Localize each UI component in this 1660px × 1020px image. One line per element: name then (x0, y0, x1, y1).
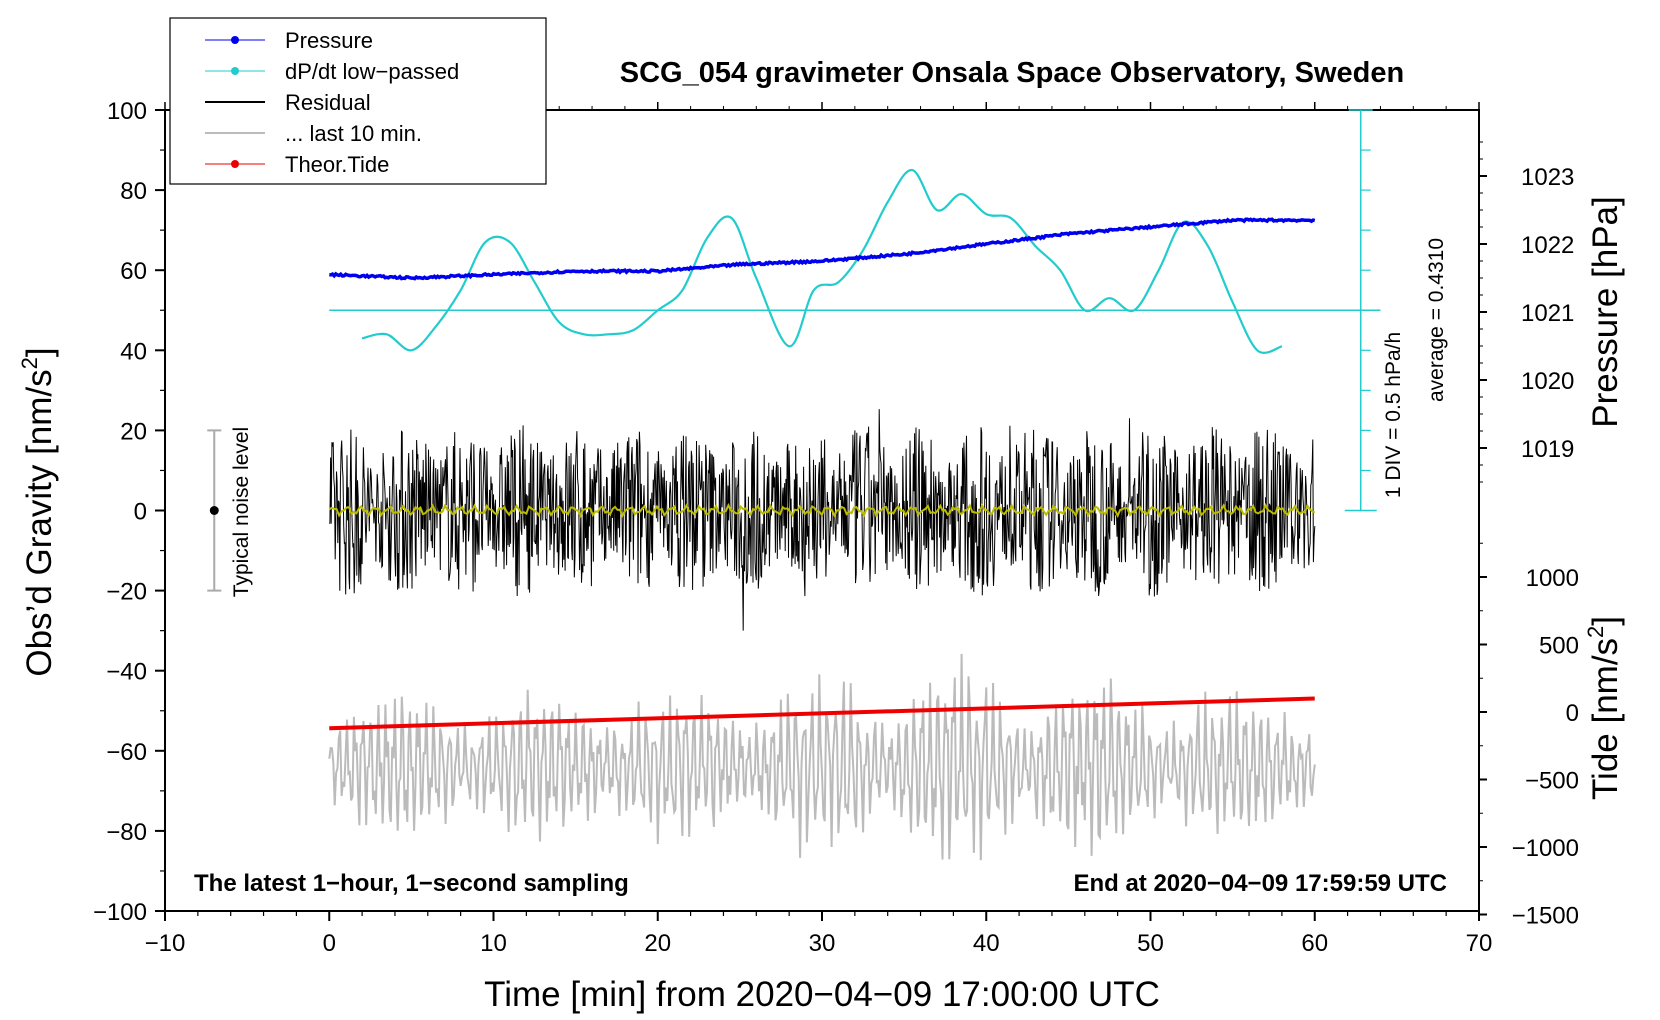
x-tick-label: 20 (644, 930, 671, 957)
x-axis-ticks: −10 0 10 20 30 40 50 60 70 (145, 102, 1493, 957)
residual-series (329, 409, 1316, 631)
pressure-tick-label: 1020 (1521, 368, 1574, 395)
tide-axis-label: Tide [nm/s2] (1583, 616, 1625, 800)
legend-label: Theor.Tide (285, 152, 389, 177)
residual-line (329, 409, 1316, 631)
sampling-note: The latest 1−hour, 1−second sampling (194, 870, 629, 897)
last-10-min-line (328, 653, 1316, 861)
legend-swatch-dot (231, 36, 239, 44)
last-10-min-series (328, 653, 1316, 861)
x-axis-label: Time [min] from 2020−04−09 17:00:00 UTC (484, 975, 1160, 1014)
pressure-axis-ticks: 1023 1022 1021 1020 1019 (1479, 141, 1574, 483)
tide-tick-label: −500 (1525, 768, 1579, 795)
y-tick-label: 100 (107, 98, 147, 125)
left-axis-label: Obs’d Gravity [nm/s2] (17, 347, 59, 676)
pressure-series (329, 217, 1316, 281)
x-tick-label: 60 (1301, 930, 1328, 957)
left-axis-ticks: 100 80 60 40 20 0 −20 −40 −60 −80 −100 (93, 98, 165, 926)
pressure-tick-label: 1019 (1521, 436, 1574, 463)
tide-tick-label: 0 (1566, 700, 1579, 727)
y-tick-label: 20 (120, 418, 147, 445)
y-tick-label: 80 (120, 178, 147, 205)
tide-tick-label: −1000 (1512, 835, 1579, 862)
y-tick-label: 0 (134, 499, 147, 526)
x-tick-label: 0 (323, 930, 336, 957)
x-tick-label: −10 (145, 930, 186, 957)
theor-tide-line (329, 696, 1315, 731)
x-tick-label: 10 (480, 930, 507, 957)
legend-label: ... last 10 min. (285, 121, 422, 146)
legend: Pressure dP/dt low−passed Residual ... last… (169, 17, 547, 185)
pressure-tick-label: 1021 (1521, 300, 1574, 327)
noise-label: Typical noise level (230, 427, 253, 597)
legend-label: dP/dt low−passed (285, 59, 459, 84)
legend-label: Pressure (285, 28, 373, 53)
x-tick-label: 30 (809, 930, 836, 957)
residual-smoothed-series (328, 502, 1316, 519)
tide-tick-label: 1000 (1526, 565, 1579, 592)
left-axis-label-sup: 2 (17, 357, 42, 369)
legend-swatch-dot (231, 160, 239, 168)
end-time-note: End at 2020−04−09 17:59:59 UTC (1073, 870, 1447, 897)
x-tick-label: 50 (1137, 930, 1164, 957)
tide-axis-ticks: 1000 500 0 −500 −1000 −1500 (1479, 542, 1579, 930)
legend-label: Residual (285, 90, 371, 115)
y-tick-label: −60 (106, 739, 147, 766)
div-label: 1 DIV = 0.5 hPa/h (1382, 332, 1405, 498)
dpdt-line (361, 169, 1283, 354)
x-tick-label: 70 (1466, 930, 1493, 957)
dpdt-series (361, 169, 1283, 354)
legend-swatch-dot (231, 67, 239, 75)
tide-axis-label-main: Tide [nm/s (1586, 638, 1625, 800)
tide-tick-label: 500 (1539, 633, 1579, 660)
div-scale-bar (1344, 109, 1377, 512)
y-tick-label: 60 (120, 258, 147, 285)
residual-smoothed-line (328, 502, 1316, 519)
chart-title: SCG_054 gravimeter Onsala Space Observat… (620, 57, 1404, 89)
average-label: average = 0.4310 (1425, 238, 1448, 402)
pressure-tick-label: 1022 (1521, 232, 1574, 259)
left-axis-label-main: Obs’d Gravity [nm/s (20, 369, 59, 676)
pressure-tick-label: 1023 (1521, 164, 1574, 191)
noise-level-indicator (207, 429, 222, 592)
noise-center-dot (209, 506, 219, 515)
pressure-line (329, 217, 1316, 281)
left-axis-label-end: ] (20, 347, 59, 357)
y-tick-label: −80 (106, 819, 147, 846)
x-tick-label: 40 (973, 930, 1000, 957)
tide-tick-label: −1500 (1512, 903, 1579, 930)
pressure-axis-label: Pressure [hPa] (1586, 196, 1625, 428)
y-tick-label: −100 (93, 899, 147, 926)
tide-axis-label-sup: 2 (1583, 626, 1608, 638)
tide-axis-label-end: ] (1586, 616, 1625, 626)
y-tick-label: −20 (106, 579, 147, 606)
theor-tide-series (329, 696, 1315, 731)
legend-items: Pressure dP/dt low−passed Residual ... last… (205, 28, 459, 177)
y-tick-label: 40 (120, 338, 147, 365)
y-tick-label: −40 (106, 659, 147, 686)
